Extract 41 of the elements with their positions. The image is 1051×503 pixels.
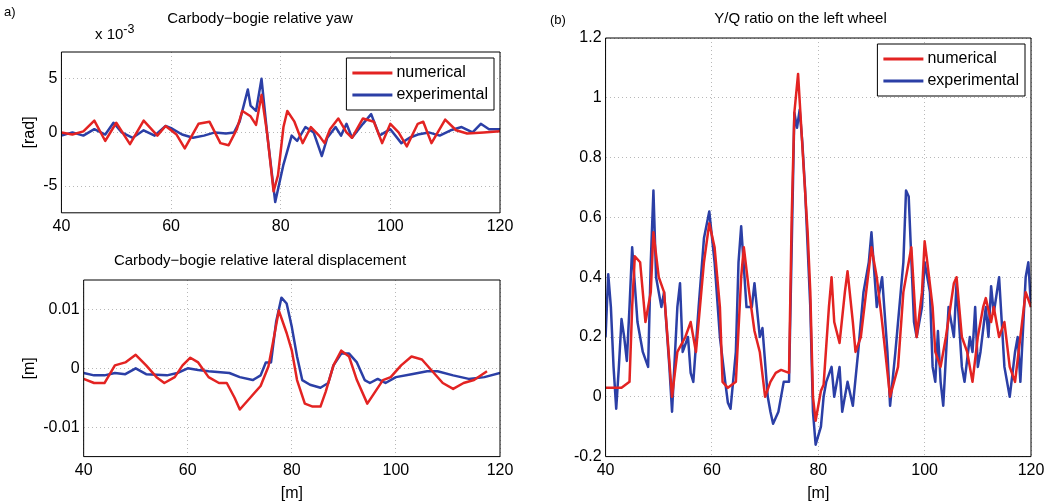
y-tick-label: 0 (592, 387, 602, 405)
x-tick-label: 100 (911, 460, 939, 478)
y-tick-label: -0.01 (43, 417, 80, 435)
y-axis-title: [m] (20, 357, 38, 380)
x-tick-label: 80 (271, 216, 290, 234)
chart-title: Carbody−bogie relative lateral displacement (113, 251, 407, 269)
text: a) (4, 4, 16, 19)
legend-label: numerical (396, 63, 466, 81)
y-tick-label: 5 (48, 69, 58, 87)
x-tick-label: 120 (486, 460, 514, 478)
chart-title: Y/Q ratio on the left wheel (714, 9, 887, 27)
y-tick-label: 0 (48, 122, 58, 140)
legend-label: experimental (396, 85, 489, 103)
x-tick-label: 60 (162, 216, 181, 234)
x-tick-label: 80 (282, 460, 301, 478)
y-tick-label: 1 (592, 88, 602, 106)
text: (b) (550, 12, 566, 27)
y-tick-label: -5 (43, 176, 58, 194)
legend-label: numerical (927, 49, 997, 67)
x-tick-label: 60 (703, 460, 721, 478)
y-tick-label: 0.6 (579, 207, 602, 225)
x-axis-title: [m] (807, 483, 830, 501)
text: x 10$^{-3}$ (95, 22, 135, 42)
x-tick-label: 60 (178, 460, 197, 478)
x-tick-label: 40 (74, 460, 93, 478)
x-tick-label: 80 (809, 460, 828, 478)
x-tick-label: 100 (377, 216, 404, 234)
x-tick-label: 120 (1017, 460, 1045, 478)
y-tick-label: 0 (70, 358, 80, 376)
legend-label: experimental (927, 71, 1020, 89)
y-tick-label: 0.8 (579, 148, 602, 166)
x-tick-label: 100 (382, 460, 410, 478)
x-axis-title: [m] (280, 483, 303, 501)
y-tick-label: 1.2 (579, 28, 602, 46)
y-tick-label: 0.4 (579, 267, 602, 285)
x-tick-label: 120 (486, 216, 514, 234)
y-tick-label: 0.01 (48, 299, 80, 317)
chart-title: Carbody−bogie relative yaw (167, 9, 353, 27)
x-tick-label: 40 (52, 216, 71, 234)
y-axis-title: [rad] (20, 116, 38, 149)
y-tick-label: 0.2 (579, 327, 602, 345)
